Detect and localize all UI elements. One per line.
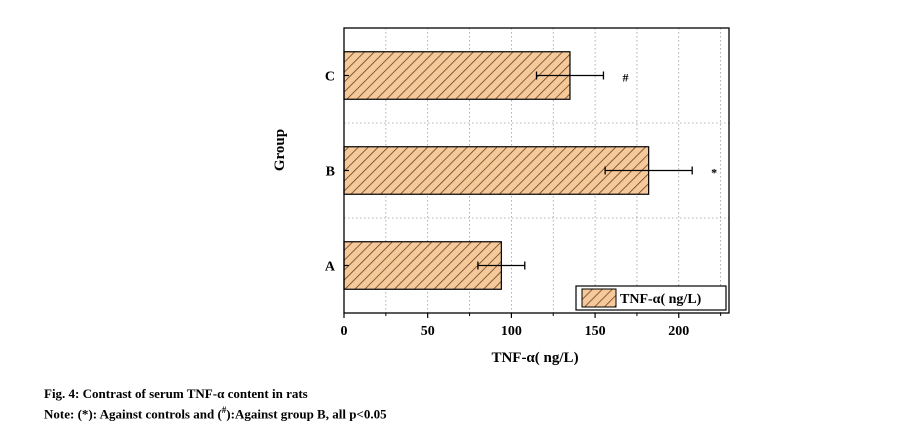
bars: *# [343,51,717,290]
bar-A [343,241,502,290]
x-tick-label: 0 [341,324,348,339]
x-tick-label: 150 [585,324,606,339]
y-tick-label-A: A [325,260,336,275]
note-text-end: ):Against group B, all p<0.05 [226,406,387,422]
legend: TNF-α( ng/L) [575,285,727,311]
x-tick-label: 50 [421,324,435,339]
note-superscript: # [221,405,227,415]
legend-swatch [581,288,617,308]
y-tick-label-B: B [326,165,335,180]
legend-label: TNF-α( ng/L) [620,292,702,307]
x-axis-title: TNF-α( ng/L) [491,350,578,366]
y-axis-title: Group [272,129,288,171]
note-text-start: Note: (*): Against controls and ( [44,406,222,422]
x-tick-label: 100 [501,324,522,339]
bar-B [343,146,650,195]
figure-note: Note: (*): Against controls and (#):Agai… [44,405,387,422]
significance-mark-B: * [711,166,717,180]
x-tick-label: 200 [668,324,689,339]
plot-frame [343,27,730,314]
significance-mark-C: # [622,71,628,85]
figure-title: Fig. 4: Contrast of serum TNF-α content … [44,386,308,401]
bar-C [343,51,571,100]
y-tick-label-C: C [325,70,335,85]
axes: A B C 0 50 100 150 200 [325,27,730,339]
